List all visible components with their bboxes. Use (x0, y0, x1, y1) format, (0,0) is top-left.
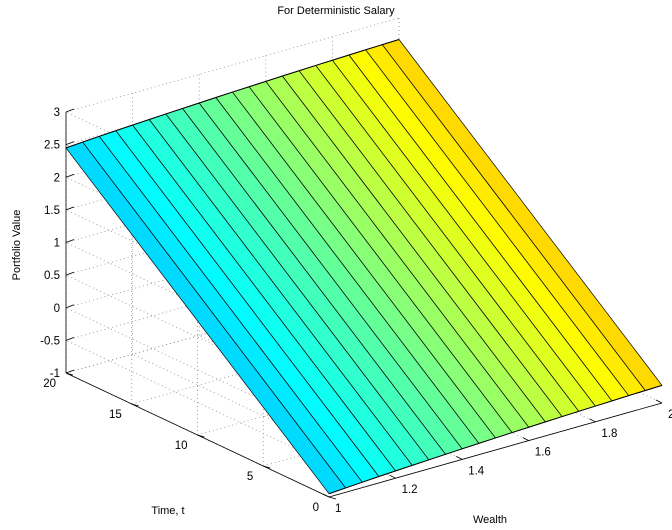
z-tick-label: 0 (54, 303, 60, 315)
y-tick-mark (131, 403, 139, 407)
z-tick-mark (65, 239, 75, 243)
z-tick-label: 3 (54, 107, 60, 119)
x-tick-label: 1.8 (601, 428, 617, 440)
x-tick-label: 1 (335, 503, 341, 515)
axes (65, 108, 663, 500)
z-tick-label: 2 (54, 172, 60, 184)
z-tick-label: 1.5 (44, 205, 60, 217)
x-tick-label: 2 (668, 409, 672, 421)
x-axis-label: Wealth (473, 514, 507, 526)
surface-edge-t20 (65, 39, 400, 149)
y-tick-mark (263, 465, 271, 469)
z-tick-mark (65, 304, 75, 309)
z-tick-label: 1 (54, 238, 60, 250)
y-tick-label: 5 (247, 471, 253, 483)
z-tick-mark (65, 337, 75, 341)
surface-edge-t0 (328, 384, 663, 495)
x-tick-label: 1.6 (535, 447, 551, 459)
z-tick-label: 0.5 (44, 270, 60, 282)
y-tick-mark (197, 434, 205, 438)
x-tick-mark (322, 493, 330, 498)
z-tick-mark (65, 206, 75, 211)
z-tick-mark (65, 141, 75, 145)
z-tick-label: 2.5 (44, 140, 60, 152)
chart-title: For Deterministic Salary (277, 5, 395, 17)
z-axis-label: Portfolio Value (11, 210, 23, 281)
surface-mesh (65, 39, 663, 495)
grid-line-back-wall (65, 17, 400, 113)
tick-labels: -1-0.500.511.522.5311.21.41.61.820510152… (40, 107, 672, 515)
y-tick-label: 10 (175, 440, 188, 452)
x-tick-label: 1.2 (402, 484, 418, 496)
x-tick-mark (589, 418, 596, 423)
z-tick-mark (65, 271, 75, 276)
z-tick-mark (65, 369, 75, 374)
z-tick-mark (65, 108, 75, 113)
y-axis-label: Time, t (151, 505, 184, 517)
z-tick-label: -0.5 (40, 335, 60, 347)
y-tick-label: 15 (109, 409, 122, 421)
y-tick-label: 20 (43, 378, 56, 390)
y-tick-label: 0 (313, 502, 319, 514)
z-tick-mark (65, 173, 75, 178)
x-axis-line (328, 402, 663, 498)
z-tick-label: -1 (50, 368, 60, 380)
grid-line-left-wall (65, 340, 330, 465)
x-tick-mark (389, 474, 396, 479)
x-tick-label: 1.4 (468, 465, 485, 477)
x-tick-mark (655, 399, 663, 404)
y-tick-mark (65, 372, 74, 376)
x-tick-mark (522, 437, 529, 441)
y-tick-mark (328, 496, 337, 500)
x-tick-mark (456, 456, 463, 460)
